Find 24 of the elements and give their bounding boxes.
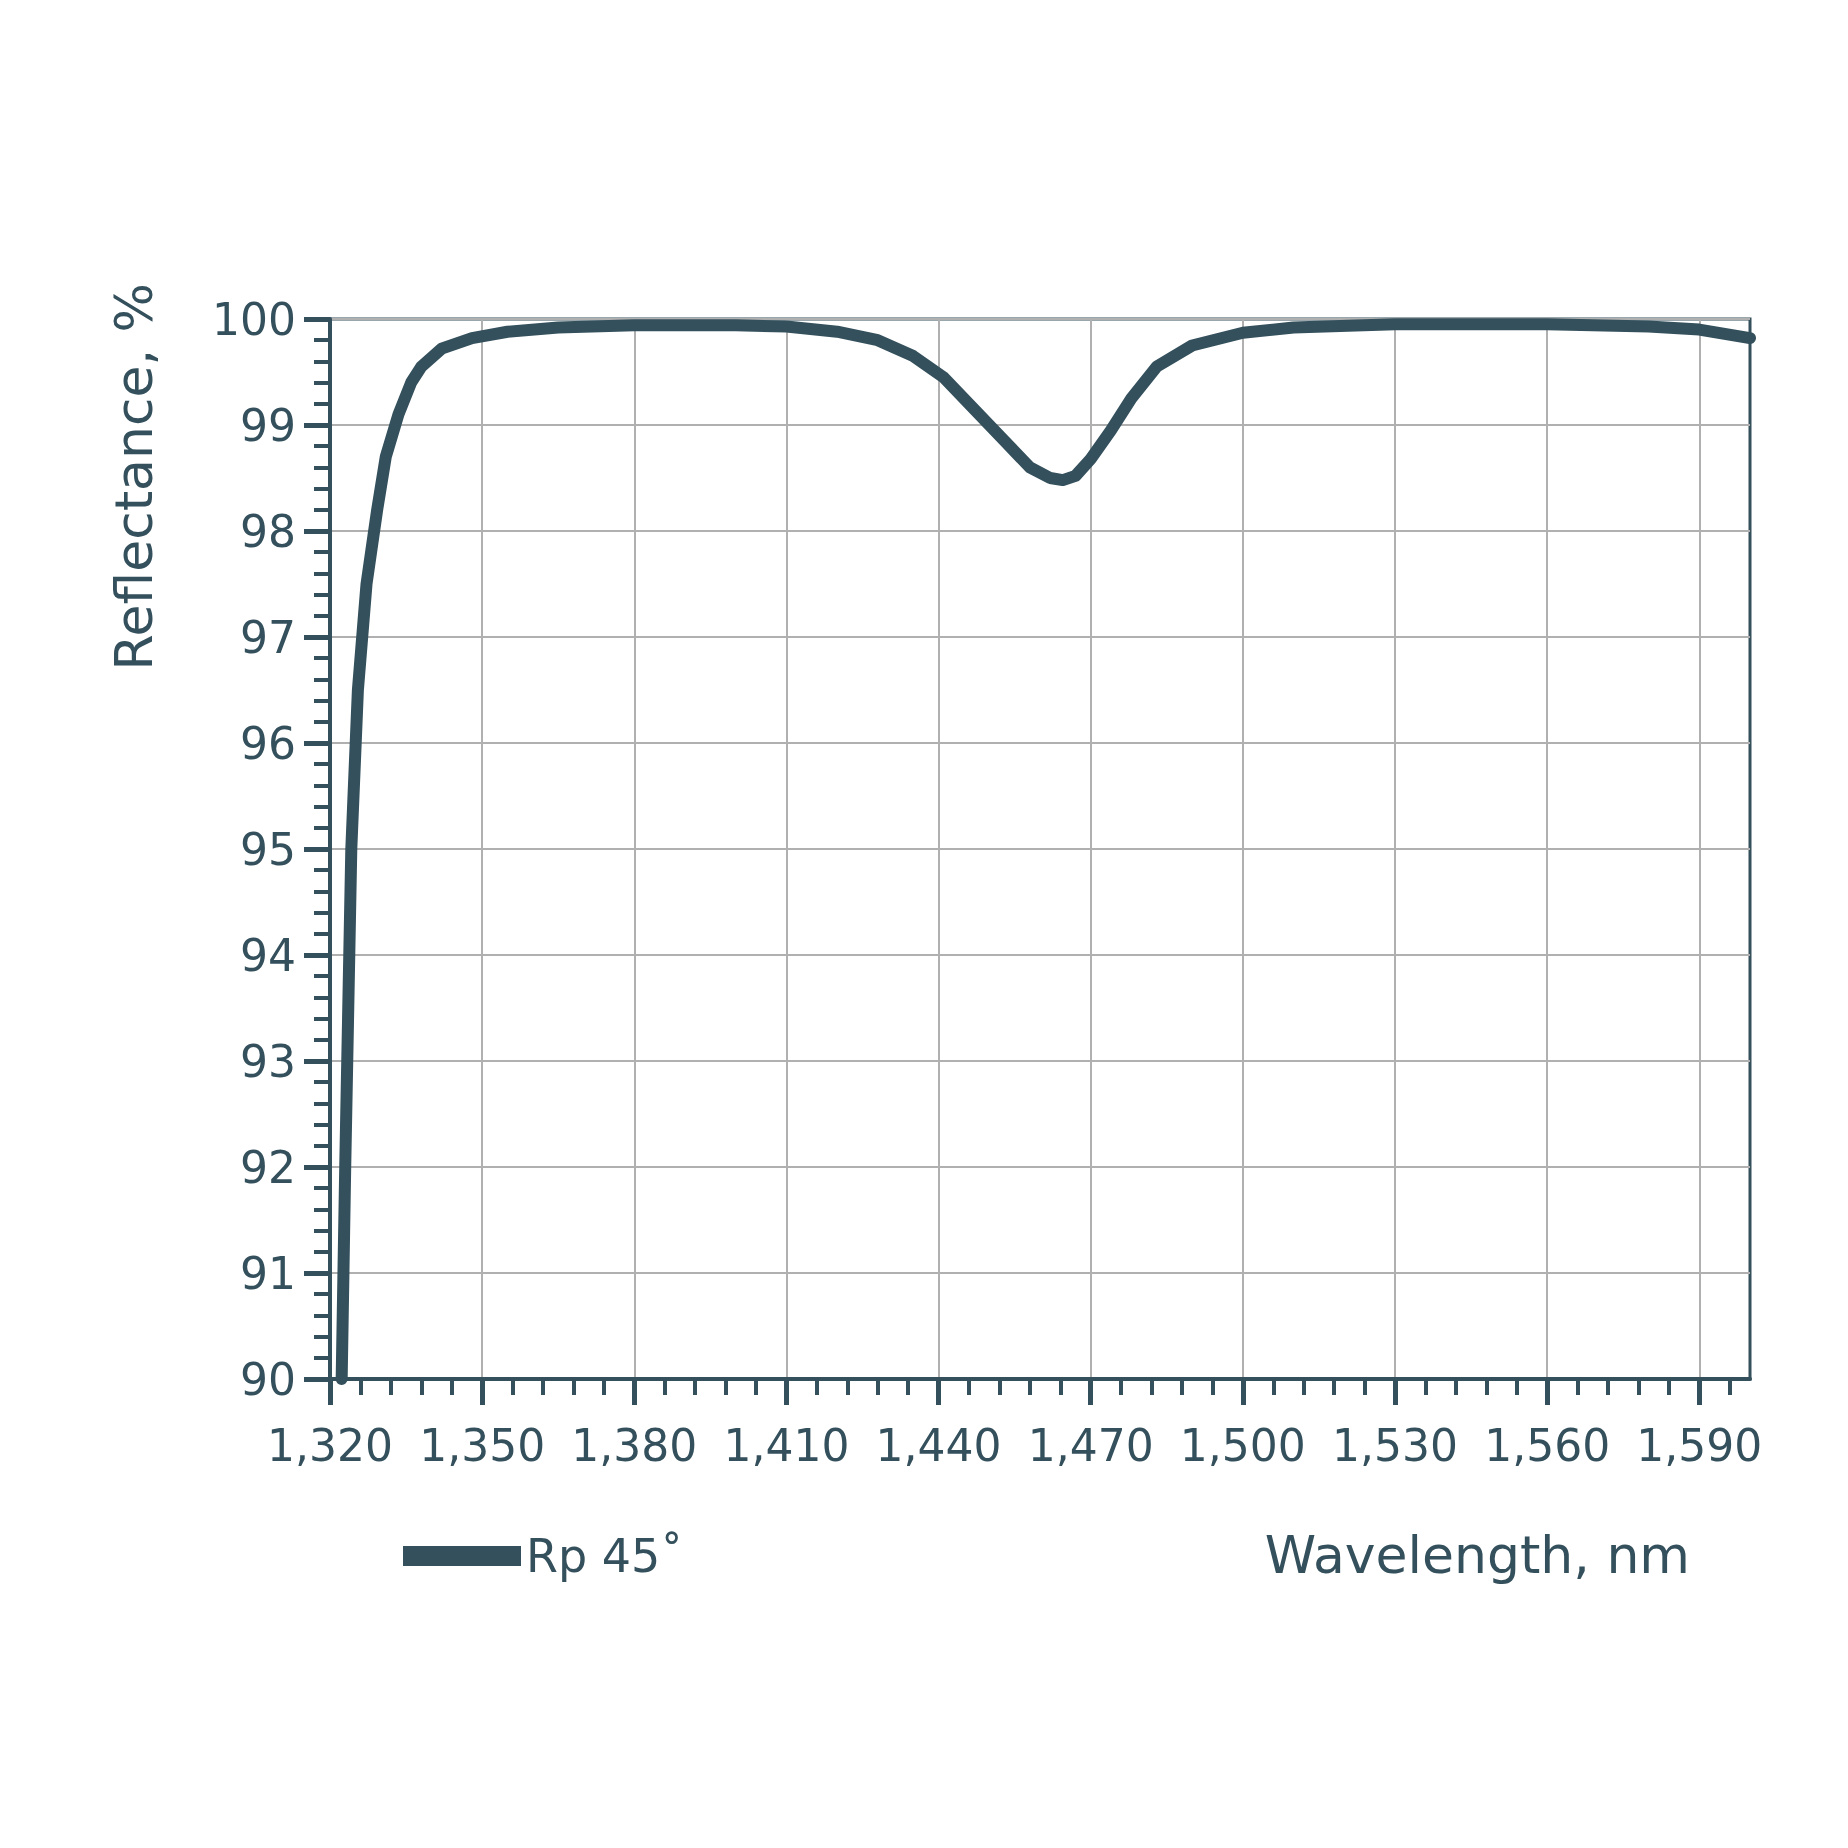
x-tick-label: 1,410 [723, 1419, 850, 1471]
x-tick-label: 1,350 [419, 1419, 546, 1471]
y-tick-label: 96 [240, 717, 296, 769]
y-tick-label: 93 [240, 1035, 296, 1087]
x-tick-label: 1,530 [1332, 1419, 1458, 1471]
x-axis-title: Wavelength, nm [1264, 1525, 1690, 1585]
y-tick-label: 91 [240, 1247, 296, 1299]
x-tick-label: 1,380 [571, 1419, 698, 1471]
x-tick-label: 1,560 [1484, 1419, 1611, 1471]
y-tick-label: 100 [212, 293, 296, 345]
x-tick-label: 1,470 [1027, 1419, 1154, 1471]
y-tick-label: 98 [240, 505, 296, 557]
x-tick-label: 1,590 [1636, 1419, 1763, 1471]
y-tick-label: 90 [240, 1353, 296, 1405]
y-axis-title: Reflectance, % [104, 283, 164, 671]
y-tick-label: 99 [240, 399, 296, 451]
y-tick-label: 95 [240, 823, 296, 875]
y-tick-label: 97 [240, 611, 296, 663]
y-tick-label: 94 [240, 929, 296, 981]
x-tick-label: 1,440 [875, 1419, 1002, 1471]
y-tick-label: 92 [240, 1141, 296, 1193]
x-tick-label: 1,320 [267, 1419, 393, 1471]
legend-label: Rp 45˚ [526, 1529, 684, 1583]
x-tick-label: 1,500 [1179, 1419, 1306, 1471]
